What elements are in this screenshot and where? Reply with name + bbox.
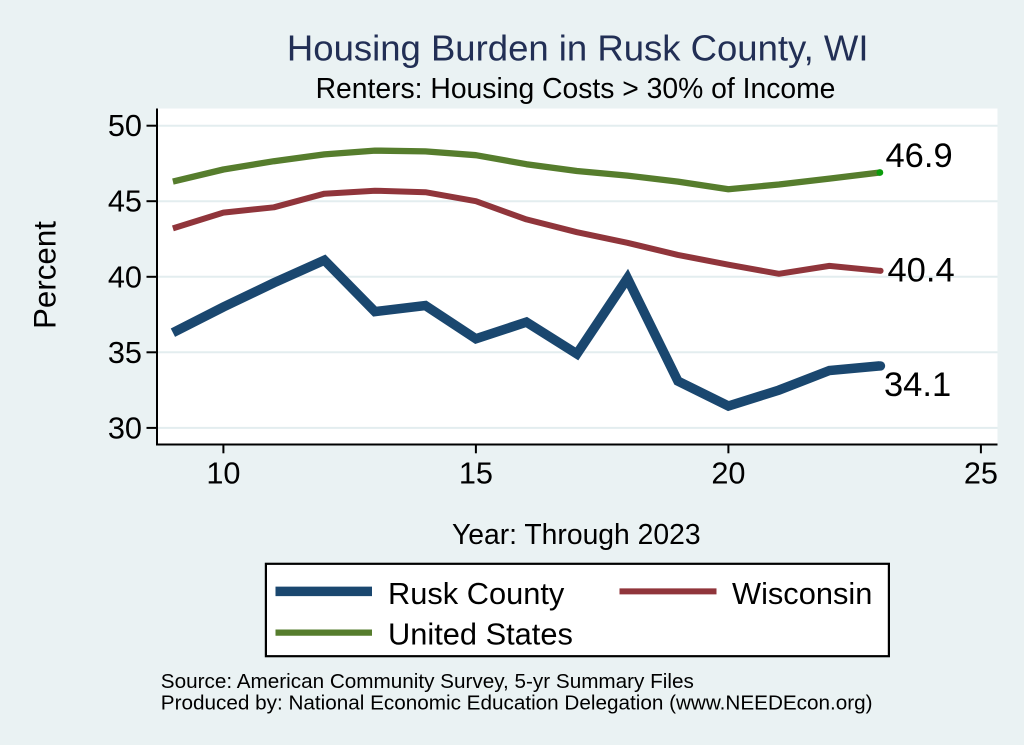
svg-text:Rusk County: Rusk County xyxy=(388,576,565,611)
svg-text:Year: Through 2023: Year: Through 2023 xyxy=(452,518,701,550)
svg-text:25: 25 xyxy=(964,456,998,491)
svg-text:50: 50 xyxy=(108,108,142,143)
svg-text:45: 45 xyxy=(108,184,142,219)
svg-text:United States: United States xyxy=(388,616,573,651)
svg-text:34.1: 34.1 xyxy=(884,366,951,404)
svg-text:30: 30 xyxy=(108,410,142,445)
svg-text:10: 10 xyxy=(206,456,240,491)
svg-text:Wisconsin: Wisconsin xyxy=(732,576,872,611)
svg-text:40.4: 40.4 xyxy=(888,252,955,290)
svg-text:20: 20 xyxy=(711,456,745,491)
svg-text:40: 40 xyxy=(108,259,142,294)
svg-text:Housing Burden in Rusk County,: Housing Burden in Rusk County, WI xyxy=(287,28,869,69)
svg-text:15: 15 xyxy=(459,456,493,491)
svg-text:Percent: Percent xyxy=(28,221,63,329)
svg-text:46.9: 46.9 xyxy=(886,137,953,175)
svg-text:35: 35 xyxy=(108,335,142,370)
svg-text:Renters: Housing Costs > 30% o: Renters: Housing Costs > 30% of Income xyxy=(316,72,836,104)
svg-text:Produced by: National Economic: Produced by: National Economic Education… xyxy=(161,692,873,715)
svg-text:Source: American Community Sur: Source: American Community Survey, 5-yr … xyxy=(161,670,694,693)
